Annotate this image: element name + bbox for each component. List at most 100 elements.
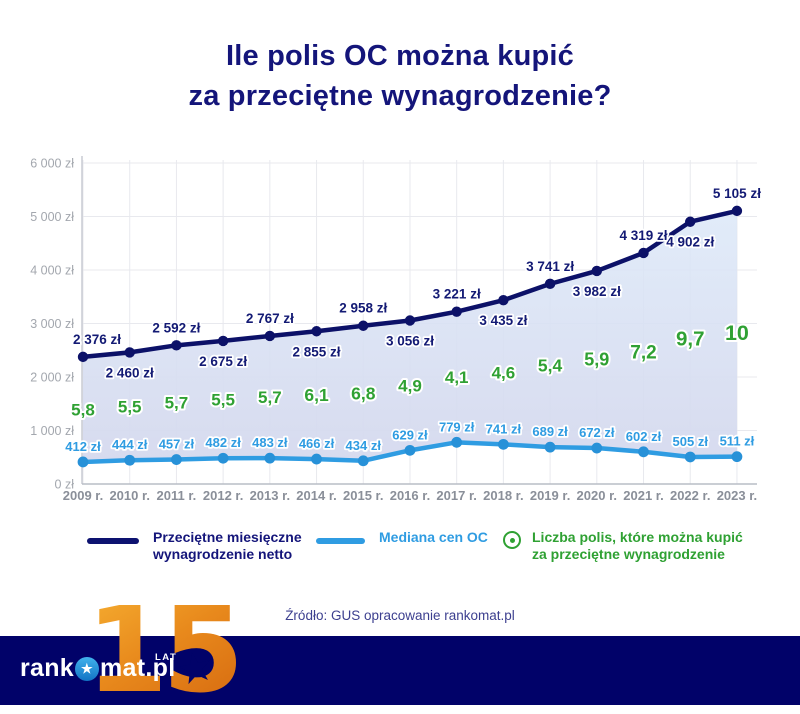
legend-wage-label: Przeciętne miesięczne wynagrodzenie nett… bbox=[153, 529, 302, 563]
wage-point bbox=[498, 295, 509, 306]
x-tick-label: 2016 r. bbox=[390, 488, 431, 503]
oc-point bbox=[264, 452, 276, 464]
policy-count-label: 10 bbox=[725, 321, 749, 345]
wage-line-swatch bbox=[87, 538, 139, 544]
oc-value-label: 412 zł bbox=[65, 439, 101, 454]
oc-point bbox=[497, 438, 509, 450]
y-tick-label: 6 000 zł bbox=[30, 157, 74, 171]
wage-value-label: 2 675 zł bbox=[199, 354, 247, 369]
rankomat-logo: 15 ★ LAT rank ★ mat.pl bbox=[0, 581, 244, 714]
wage-value-label: 2 767 zł bbox=[246, 311, 294, 326]
legend-item-policy-count: Liczba polis, które można kupić za przec… bbox=[503, 526, 743, 563]
wage-point bbox=[731, 205, 743, 217]
x-tick-label: 2022 r. bbox=[670, 488, 711, 503]
wage-value-label: 3 982 zł bbox=[573, 284, 621, 299]
oc-value-label: 505 zł bbox=[673, 434, 709, 449]
oc-value-label: 689 zł bbox=[532, 424, 568, 439]
page-title: Ile polis OC można kupić za przeciętne w… bbox=[0, 36, 800, 116]
wage-point bbox=[591, 265, 603, 277]
oc-point bbox=[404, 444, 416, 456]
oc-value-label: 511 zł bbox=[720, 434, 755, 449]
wage-value-label: 2 592 zł bbox=[152, 320, 200, 335]
brand-prefix: rank bbox=[20, 654, 75, 682]
wage-value-label: 4 902 zł bbox=[666, 235, 714, 250]
source-note: Źródło: GUS opracowanie rankomat.pl bbox=[285, 608, 515, 623]
policy-count-label: 5,8 bbox=[71, 400, 95, 419]
oc-point bbox=[731, 451, 743, 463]
page-title-line1: Ile polis OC można kupić bbox=[225, 40, 575, 72]
x-tick-label: 2023 r. bbox=[717, 488, 758, 503]
oc-point bbox=[544, 441, 556, 453]
policy-count-label: 5,7 bbox=[165, 393, 189, 412]
wage-point bbox=[311, 326, 322, 337]
wage-value-label: 3 221 zł bbox=[433, 287, 481, 302]
y-tick-label: 5 000 zł bbox=[30, 210, 74, 224]
legend-wage-label-line2: wynagrodzenie netto bbox=[153, 546, 293, 562]
wage-value-label: 2 376 zł bbox=[73, 332, 121, 347]
x-tick-label: 2013 r. bbox=[250, 488, 291, 503]
brand-suffix: mat.pl bbox=[100, 654, 176, 682]
x-tick-label: 2010 r. bbox=[109, 488, 150, 503]
legend-item-wage: Przeciętne miesięczne wynagrodzenie nett… bbox=[87, 526, 302, 563]
page-title-line2: za przeciętne wynagrodzenie? bbox=[188, 80, 612, 112]
legend-wage-label-line1: Przeciętne miesięczne bbox=[153, 529, 302, 545]
policy-count-label: 4,6 bbox=[492, 363, 516, 382]
wage-value-label: 5 105 zł bbox=[713, 186, 761, 201]
oc-value-label: 483 zł bbox=[252, 435, 288, 450]
circle-dot-icon bbox=[503, 531, 521, 549]
wage-point bbox=[171, 340, 182, 351]
wage-point bbox=[404, 315, 416, 326]
oc-point bbox=[124, 454, 136, 466]
x-tick-label: 2018 r. bbox=[483, 488, 524, 503]
svg-text:LAT: LAT bbox=[155, 652, 177, 663]
policy-count-label: 5,4 bbox=[538, 355, 563, 375]
oc-value-label: 482 zł bbox=[205, 435, 241, 450]
oc-point bbox=[684, 451, 696, 463]
oc-point bbox=[357, 455, 369, 467]
oc-value-label: 434 zł bbox=[346, 438, 382, 453]
wage-point bbox=[217, 335, 229, 347]
wage-value-label: 3 741 zł bbox=[526, 259, 574, 274]
wage-point bbox=[638, 247, 649, 259]
legend-count-label-line2: za przeciętne wynagrodzenie bbox=[532, 546, 725, 562]
wage-value-label: 2 460 zł bbox=[106, 365, 154, 380]
legend-count-label-line1: Liczba polis, które można kupić bbox=[532, 529, 743, 545]
legend-item-oc-median: Mediana cen OC bbox=[316, 526, 488, 546]
policy-count-label: 6,1 bbox=[304, 385, 329, 405]
wage-point bbox=[358, 320, 369, 331]
star-badge-icon: ★ bbox=[75, 656, 100, 681]
legend-oc-label: Mediana cen OC bbox=[379, 529, 488, 545]
x-tick-label: 2015 r. bbox=[343, 488, 384, 503]
policy-count-label: 5,5 bbox=[118, 397, 142, 416]
wages-vs-oc-price-chart: 0 zł 1 000 zł 2 000 zł 3 000 zł 4 000 zł 5 00… bbox=[30, 156, 763, 503]
wage-value-label: 3 056 zł bbox=[386, 334, 434, 349]
x-tick-label: 2009 r. bbox=[63, 488, 104, 503]
policy-count-label: 5,7 bbox=[258, 388, 282, 407]
oc-value-label: 629 zł bbox=[392, 427, 428, 442]
wage-value-label: 2 855 zł bbox=[293, 344, 341, 359]
y-tick-label: 0 zł bbox=[55, 478, 75, 492]
oc-point bbox=[451, 436, 463, 448]
oc-value-label: 741 zł bbox=[486, 421, 522, 436]
star-glyph: ★ bbox=[81, 661, 93, 676]
rankomat-wordmark: rank ★ mat.pl bbox=[20, 654, 175, 683]
policy-count-label: 6,8 bbox=[351, 383, 376, 403]
legend: Przeciętne miesięczne wynagrodzenie nett… bbox=[0, 526, 800, 576]
x-tick-label: 2012 r. bbox=[203, 488, 244, 503]
oc-value-label: 466 zł bbox=[299, 436, 335, 451]
wage-point bbox=[124, 347, 135, 358]
y-tick-label: 3 000 zł bbox=[30, 317, 74, 331]
oc-value-label: 779 zł bbox=[439, 419, 475, 434]
x-tick-label: 2021 r. bbox=[623, 488, 664, 503]
oc-point bbox=[591, 442, 603, 454]
oc-point bbox=[311, 453, 322, 465]
wage-point bbox=[544, 278, 556, 290]
anniversary-15-graphic: 15 ★ LAT bbox=[86, 581, 244, 714]
wage-point bbox=[264, 330, 276, 342]
policy-count-label: 5,5 bbox=[211, 391, 235, 410]
footer-band: 15 ★ LAT rank ★ mat.pl bbox=[0, 581, 800, 714]
x-tick-label: 2014 r. bbox=[296, 488, 337, 503]
policy-count-label: 4,9 bbox=[398, 376, 422, 395]
legend-count-label: Liczba polis, które można kupić za przec… bbox=[532, 529, 743, 563]
policy-count-label: 9,7 bbox=[676, 327, 705, 350]
